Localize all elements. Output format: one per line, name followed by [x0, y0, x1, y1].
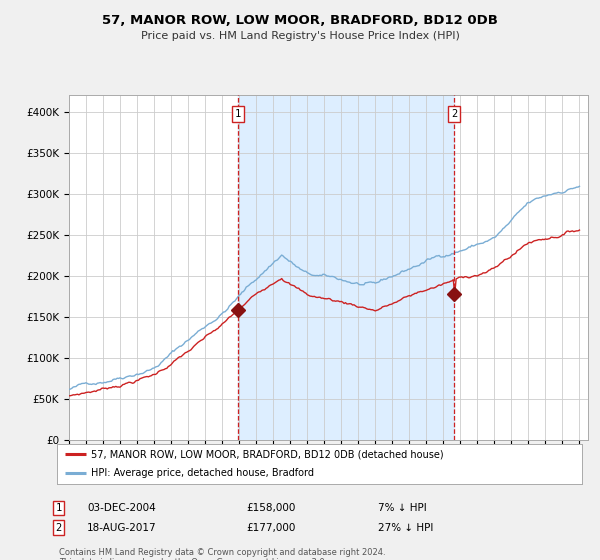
- Text: 03-DEC-2004: 03-DEC-2004: [87, 503, 156, 513]
- Text: Contains HM Land Registry data © Crown copyright and database right 2024.
This d: Contains HM Land Registry data © Crown c…: [59, 548, 385, 560]
- Text: 1: 1: [235, 109, 241, 119]
- Text: 2: 2: [56, 522, 62, 533]
- Text: 18-AUG-2017: 18-AUG-2017: [87, 522, 157, 533]
- Text: £158,000: £158,000: [246, 503, 295, 513]
- Text: 2: 2: [451, 109, 457, 119]
- Text: 7% ↓ HPI: 7% ↓ HPI: [378, 503, 427, 513]
- Text: HPI: Average price, detached house, Bradford: HPI: Average price, detached house, Brad…: [91, 468, 314, 478]
- Text: 1: 1: [56, 503, 62, 513]
- Text: 57, MANOR ROW, LOW MOOR, BRADFORD, BD12 0DB: 57, MANOR ROW, LOW MOOR, BRADFORD, BD12 …: [102, 14, 498, 27]
- Text: 57, MANOR ROW, LOW MOOR, BRADFORD, BD12 0DB (detached house): 57, MANOR ROW, LOW MOOR, BRADFORD, BD12 …: [91, 449, 444, 459]
- Text: 27% ↓ HPI: 27% ↓ HPI: [378, 522, 433, 533]
- Text: £177,000: £177,000: [246, 522, 295, 533]
- Text: Price paid vs. HM Land Registry's House Price Index (HPI): Price paid vs. HM Land Registry's House …: [140, 31, 460, 41]
- Bar: [238, 95, 454, 440]
